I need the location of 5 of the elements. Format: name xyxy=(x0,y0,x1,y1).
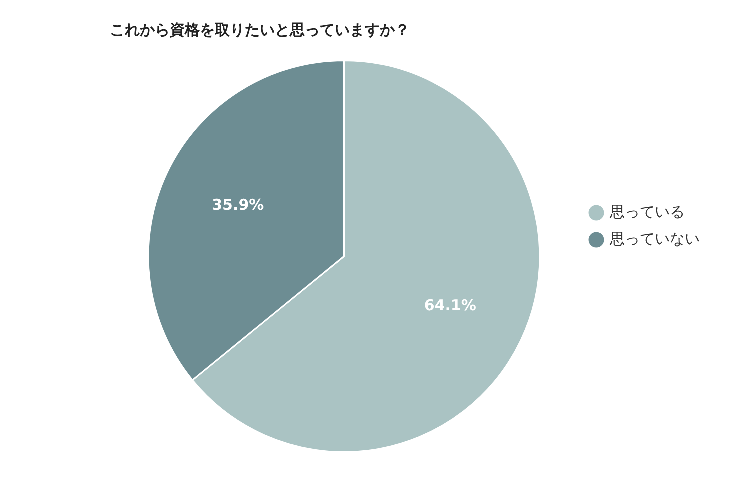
chart-title: これから資格を取りたいと思っていますか？ xyxy=(110,20,410,39)
legend-label: 思っていない xyxy=(609,230,700,248)
data-label: 64.1% xyxy=(424,296,476,315)
data-label: 35.9% xyxy=(212,196,264,214)
legend-label: 思っている xyxy=(609,202,685,221)
